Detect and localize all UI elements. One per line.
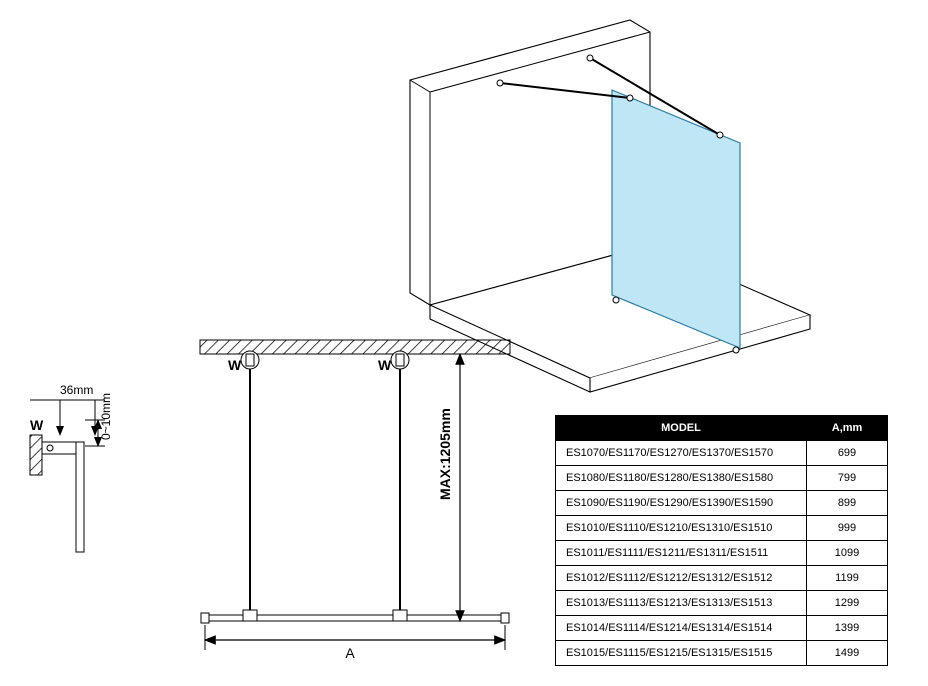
w-label-right: W <box>378 357 392 373</box>
a-cell: 1499 <box>807 641 888 666</box>
table-row: ES1011/ES1111/ES1211/ES1311/ES15111099 <box>556 541 888 566</box>
model-cell: ES1013/ES1113/ES1213/ES1313/ES1513 <box>556 591 807 616</box>
bracket-depth-label: 36mm <box>60 383 93 397</box>
floor-bracket-left <box>613 297 619 303</box>
table-row: ES1015/ES1115/ES1215/ES1315/ES15151499 <box>556 641 888 666</box>
a-cell: 799 <box>807 466 888 491</box>
canvas: W W MAX:1205mm A 36mm W <box>0 0 928 686</box>
a-cell: 1399 <box>807 616 888 641</box>
model-cell: ES1012/ES1112/ES1212/ES1312/ES1512 <box>556 566 807 591</box>
a-cell: 899 <box>807 491 888 516</box>
model-cell: ES1014/ES1114/ES1214/ES1314/ES1514 <box>556 616 807 641</box>
table-row: ES1070/ES1170/ES1270/ES1370/ES1570699 <box>556 441 888 466</box>
table-row: ES1014/ES1114/ES1214/ES1314/ES15141399 <box>556 616 888 641</box>
detail-bar <box>76 442 84 552</box>
model-cell: ES1010/ES1110/ES1210/ES1310/ES1510 <box>556 516 807 541</box>
detail-wall-hatch <box>30 435 42 475</box>
width-label: A <box>345 645 355 661</box>
model-table: MODEL A,mm ES1070/ES1170/ES1270/ES1370/E… <box>555 415 888 666</box>
a-cell: 1199 <box>807 566 888 591</box>
floor-bracket-right <box>733 347 739 353</box>
bracket-detail: 36mm W 0~10mm <box>30 383 113 552</box>
tolerance-label: 0~10mm <box>99 393 113 440</box>
a-cell: 999 <box>807 516 888 541</box>
w-label-left: W <box>228 357 242 373</box>
model-cell: ES1070/ES1170/ES1270/ES1370/ES1570 <box>556 441 807 466</box>
model-cell: ES1080/ES1180/ES1280/ES1380/ES1580 <box>556 466 807 491</box>
table-row: ES1012/ES1112/ES1212/ES1312/ES15121199 <box>556 566 888 591</box>
a-cell: 1299 <box>807 591 888 616</box>
table-header-model: MODEL <box>556 416 807 441</box>
height-label: MAX:1205mm <box>437 408 453 500</box>
model-cell: ES1011/ES1111/ES1211/ES1311/ES1511 <box>556 541 807 566</box>
iso-view <box>410 20 810 392</box>
table-header-a: A,mm <box>807 416 888 441</box>
table-body: ES1070/ES1170/ES1270/ES1370/ES1570699ES1… <box>556 441 888 666</box>
model-cell: ES1015/ES1115/ES1215/ES1315/ES1515 <box>556 641 807 666</box>
detail-w-label: W <box>30 417 44 433</box>
a-cell: 1099 <box>807 541 888 566</box>
table-row: ES1013/ES1113/ES1213/ES1313/ES15131299 <box>556 591 888 616</box>
a-cell: 699 <box>807 441 888 466</box>
table-row: ES1080/ES1180/ES1280/ES1380/ES1580799 <box>556 466 888 491</box>
model-cell: ES1090/ES1190/ES1290/ES1390/ES1590 <box>556 491 807 516</box>
front-view: W W MAX:1205mm A <box>200 340 510 661</box>
table-row: ES1010/ES1110/ES1210/ES1310/ES1510999 <box>556 516 888 541</box>
table-row: ES1090/ES1190/ES1290/ES1390/ES1590899 <box>556 491 888 516</box>
